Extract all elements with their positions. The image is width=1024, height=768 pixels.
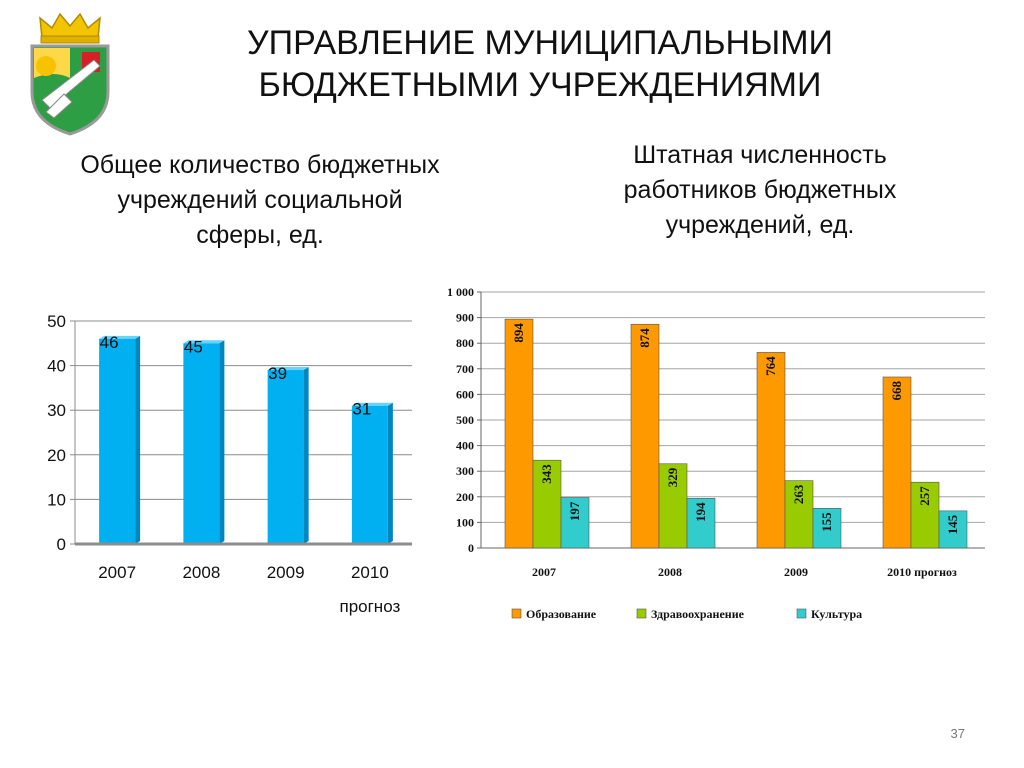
staff-headcount-chart: 0 100 200 300 400 500 600 700 800 900 1 000 894 343 1… xyxy=(447,285,985,621)
coat-of-arms-logo xyxy=(30,12,110,136)
y-tick-label: 1 000 xyxy=(447,285,474,299)
data-label: 257 xyxy=(917,486,932,506)
legend-swatch xyxy=(511,608,522,619)
data-label: 764 xyxy=(763,356,778,376)
data-label: 194 xyxy=(693,502,708,522)
y-tick-label: 0 xyxy=(468,541,474,555)
bar xyxy=(183,340,225,544)
page-title: УПРАВЛЕНИЕ МУНИЦИПАЛЬНЫМИ БЮДЖЕТНЫМИ УЧР… xyxy=(247,24,833,104)
x-tick-label: 2009 xyxy=(267,563,305,582)
y-tick-label: 0 xyxy=(57,535,66,554)
legend-label: Здравоохранение xyxy=(651,607,745,621)
y-tick-label: 700 xyxy=(456,362,474,376)
data-label: 45 xyxy=(184,337,203,356)
x-tick-label: 2009 xyxy=(784,565,808,579)
bar xyxy=(504,318,534,549)
data-label: 39 xyxy=(268,364,287,383)
data-label: 31 xyxy=(352,400,371,419)
legend-label: Культура xyxy=(811,607,862,621)
right-chart-subtitle: Штатная численность работников бюджетных… xyxy=(623,141,897,239)
y-tick-label: 200 xyxy=(456,490,474,504)
y-tick-label: 300 xyxy=(456,464,474,478)
bar xyxy=(560,497,590,549)
bar-side xyxy=(387,402,393,544)
bar-face xyxy=(183,343,220,544)
x-tick-label: 2010 прогноз xyxy=(339,563,400,616)
bar xyxy=(99,335,141,544)
crown-icon xyxy=(39,12,101,44)
y-tick-label: 40 xyxy=(47,357,66,376)
bar xyxy=(686,498,716,549)
x-tick-label: 2008 xyxy=(182,563,220,582)
y-tick-label: 50 xyxy=(47,312,66,331)
data-label: 197 xyxy=(567,501,582,521)
bar-top xyxy=(183,340,225,344)
data-label: 145 xyxy=(945,514,960,534)
data-label: 46 xyxy=(100,333,119,352)
bar xyxy=(630,323,660,549)
y-tick-label: 100 xyxy=(456,515,474,529)
legend-swatch xyxy=(636,608,647,619)
y-tick-label: 30 xyxy=(47,401,66,420)
institutions-count-chart: 0 10 20 30 40 50 46 45 39 31 2007 2008 2009 2010 прогн… xyxy=(47,312,412,616)
bar xyxy=(784,480,814,549)
y-tick-label: 10 xyxy=(47,490,66,509)
x-tick-label: 2010 прогноз xyxy=(887,565,957,579)
bar xyxy=(658,463,688,549)
legend: Образование Здравоохранение Культура xyxy=(511,607,862,621)
y-tick-label: 900 xyxy=(456,311,474,325)
bar xyxy=(267,367,309,544)
y-tick-label: 600 xyxy=(456,387,474,401)
y-tick-label: 20 xyxy=(47,446,66,465)
bar xyxy=(882,376,912,549)
bar-face xyxy=(267,370,304,544)
bar-top xyxy=(267,367,309,371)
data-label: 894 xyxy=(511,323,526,343)
y-tick-label: 800 xyxy=(456,336,474,350)
bar xyxy=(756,352,786,549)
y-tick-label: 500 xyxy=(456,413,474,427)
bar xyxy=(812,508,842,549)
data-label: 874 xyxy=(637,328,652,348)
bar-top xyxy=(351,402,393,406)
legend-swatch xyxy=(796,608,807,619)
x-tick-label: 2008 xyxy=(658,565,682,579)
slide-number: 37 xyxy=(950,726,965,741)
bar xyxy=(938,510,968,549)
left-chart-subtitle: Общее количество бюджетных учреждений со… xyxy=(80,151,440,249)
bar-side xyxy=(219,340,225,544)
bar xyxy=(351,402,393,544)
data-label: 155 xyxy=(819,512,834,532)
bar-side xyxy=(303,367,309,544)
data-label: 329 xyxy=(665,467,680,487)
y-tick-label: 400 xyxy=(456,439,474,453)
x-tick-label: 2007 xyxy=(532,565,556,579)
x-tick-label: 2007 xyxy=(98,563,136,582)
bar xyxy=(910,481,940,549)
legend-label: Образование xyxy=(526,607,597,621)
bar xyxy=(532,459,562,549)
data-label: 343 xyxy=(539,464,554,484)
bar-face xyxy=(99,338,136,544)
data-label: 668 xyxy=(889,380,904,400)
bar-face xyxy=(351,405,388,544)
bar-side xyxy=(135,335,141,544)
data-label: 263 xyxy=(791,484,806,504)
bar-top xyxy=(99,335,141,339)
